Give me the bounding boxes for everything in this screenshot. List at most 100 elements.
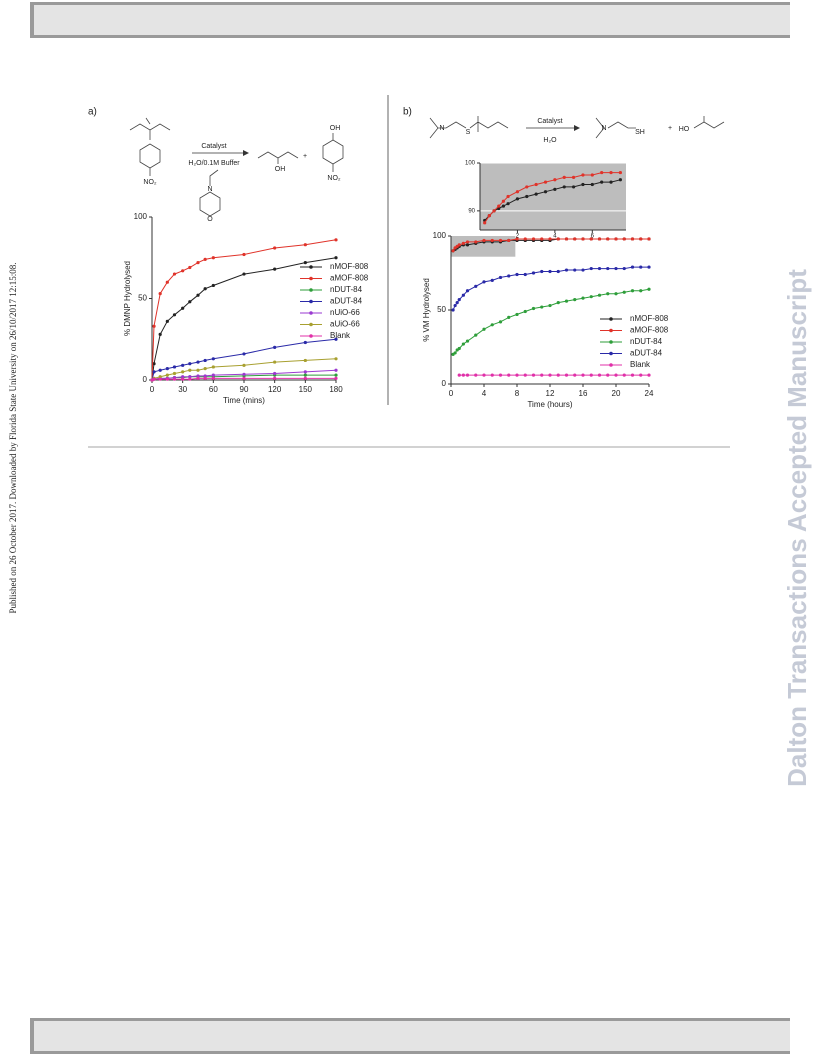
data-point — [515, 373, 519, 377]
legend-label: nMOF-808 — [330, 262, 369, 271]
data-point — [490, 278, 494, 282]
data-point — [242, 252, 246, 257]
data-point — [203, 257, 207, 261]
y-tick-label: 50 — [138, 294, 147, 303]
data-point — [622, 373, 626, 377]
y-tick-label: 50 — [437, 305, 446, 314]
y-tick-label: 90 — [468, 208, 475, 214]
data-point — [597, 373, 602, 377]
data-point — [540, 237, 544, 241]
data-point — [188, 362, 192, 366]
data-point — [334, 337, 338, 341]
data-point — [457, 298, 461, 302]
data-point — [203, 366, 207, 371]
data-point — [465, 240, 470, 244]
legend-marker — [609, 363, 613, 367]
data-point — [506, 194, 510, 199]
data-point — [188, 375, 192, 379]
data-point — [515, 272, 519, 277]
data-point — [548, 237, 552, 241]
data-point — [465, 243, 470, 247]
legend-label: aUiO-66 — [330, 320, 360, 329]
series-line — [151, 239, 337, 381]
data-point — [181, 363, 185, 367]
data-point — [639, 265, 643, 269]
data-point — [181, 375, 185, 379]
data-point — [543, 180, 548, 184]
ring — [322, 139, 344, 165]
x-tick-label: 0 — [449, 389, 454, 398]
data-point — [498, 275, 503, 280]
data-point — [614, 373, 618, 377]
data-point — [497, 204, 501, 208]
data-point — [334, 256, 338, 260]
legend-label: nDUT-84 — [330, 285, 363, 294]
download-note: Published on 26 October 2017. Downloaded… — [8, 263, 18, 614]
bond — [129, 117, 171, 140]
data-point — [172, 272, 177, 276]
data-point — [165, 373, 169, 377]
data-point — [152, 324, 156, 328]
data-point — [158, 377, 162, 381]
data-point — [534, 192, 538, 196]
data-point — [556, 237, 560, 241]
data-point — [564, 299, 569, 303]
chem-label: + — [303, 153, 307, 160]
data-point — [457, 346, 461, 351]
x-tick-label: 2 — [516, 234, 520, 240]
data-point — [606, 373, 610, 377]
data-point — [334, 238, 338, 242]
data-point — [507, 373, 511, 377]
data-point — [211, 373, 215, 377]
data-point — [172, 313, 177, 317]
data-point — [553, 187, 557, 191]
data-point — [515, 237, 519, 241]
legend-label: aMOF-808 — [330, 274, 369, 283]
data-point — [196, 293, 200, 297]
y-axis-label: % DMNP Hydrolysed — [123, 261, 132, 336]
y-tick-label: 100 — [134, 212, 148, 221]
data-point — [461, 293, 465, 297]
data-point — [196, 368, 200, 372]
legend-label: Blank — [330, 331, 351, 340]
data-point — [573, 298, 577, 302]
arrow-head — [574, 125, 580, 131]
data-point — [490, 323, 494, 327]
x-tick-label: 90 — [240, 385, 249, 394]
legend-marker — [609, 351, 613, 356]
data-point — [196, 261, 200, 265]
data-point — [571, 185, 576, 189]
x-tick-label: 16 — [579, 389, 588, 398]
chem-label: H₂O — [543, 137, 557, 144]
data-point — [556, 301, 560, 305]
data-point — [165, 366, 169, 371]
chem-label: NO₂ — [327, 175, 341, 182]
data-point — [461, 373, 465, 377]
data-point — [465, 289, 470, 293]
scheme-a: NO₂ Catalyst H₂O/0.1M Buffer N O OH + OH… — [129, 117, 344, 223]
data-point — [273, 360, 277, 364]
data-point — [564, 237, 569, 241]
data-point — [498, 373, 503, 377]
scheme-b: N S Catalyst H₂O N SH + HO — [429, 116, 725, 144]
data-point — [188, 300, 192, 304]
data-point — [482, 238, 486, 243]
ring — [199, 191, 221, 217]
data-point — [600, 180, 604, 184]
data-point — [242, 376, 246, 380]
chem-label: S — [466, 129, 471, 136]
bond — [429, 116, 509, 139]
data-point — [211, 283, 215, 288]
data-point — [273, 246, 277, 250]
data-point — [606, 266, 610, 271]
data-point — [589, 295, 593, 299]
data-point — [647, 265, 651, 269]
data-point — [606, 237, 610, 241]
data-point — [573, 268, 577, 272]
data-point — [564, 373, 569, 377]
data-point — [465, 373, 470, 377]
legend-marker — [609, 340, 613, 344]
data-point — [188, 265, 192, 270]
data-point — [203, 376, 207, 380]
data-point — [597, 237, 602, 241]
